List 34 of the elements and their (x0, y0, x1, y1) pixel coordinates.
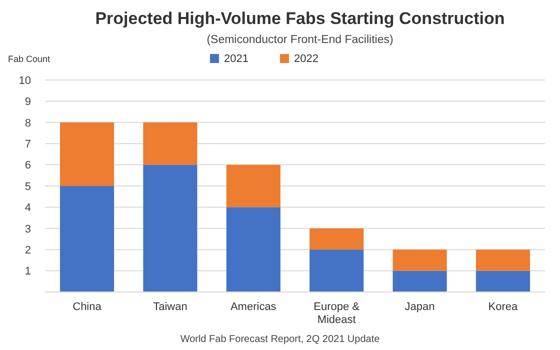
bar (143, 122, 198, 165)
y-tick-label: 3 (24, 223, 31, 236)
y-tick-label: 9 (24, 96, 31, 108)
y-tick-label: 5 (24, 180, 31, 193)
bar (476, 250, 530, 271)
x-tick-label: China (72, 301, 102, 313)
legend-label: 2022 (294, 53, 318, 65)
y-tick-label: 10 (18, 74, 31, 87)
bar (392, 250, 447, 271)
y-tick-label: 8 (24, 117, 31, 130)
legend-label: 2021 (224, 53, 248, 65)
text: World Fab Forecast Report, 2Q 2021 Update (180, 334, 380, 345)
x-tick-label: Japan (404, 301, 435, 313)
bar (392, 270, 447, 292)
bar (226, 207, 280, 292)
y-axis-title: Fab Count (8, 54, 51, 64)
bar (476, 270, 530, 292)
chart-subtitle: (Semiconductor Front-End Facilities) (206, 34, 394, 46)
y-tick-label: 4 (24, 202, 31, 214)
y-tick-label: 6 (24, 160, 31, 172)
y-tick-label: 2 (24, 244, 31, 256)
bar (143, 164, 198, 292)
bar (310, 228, 364, 250)
x-tick-label: Korea (488, 301, 519, 313)
x-tick-label: Europe & Mideast (314, 301, 360, 326)
y-tick-label: 1 (24, 266, 31, 278)
bar (60, 186, 114, 292)
bar (60, 122, 114, 186)
bar (226, 164, 280, 208)
y-tick-label: 7 (24, 138, 31, 150)
x-tick-label: Taiwan (153, 301, 188, 313)
x-tick-label: Americas (230, 301, 277, 313)
chart-title: Projected High-Volume Fabs Starting Construction (95, 9, 505, 28)
bar (310, 250, 364, 292)
